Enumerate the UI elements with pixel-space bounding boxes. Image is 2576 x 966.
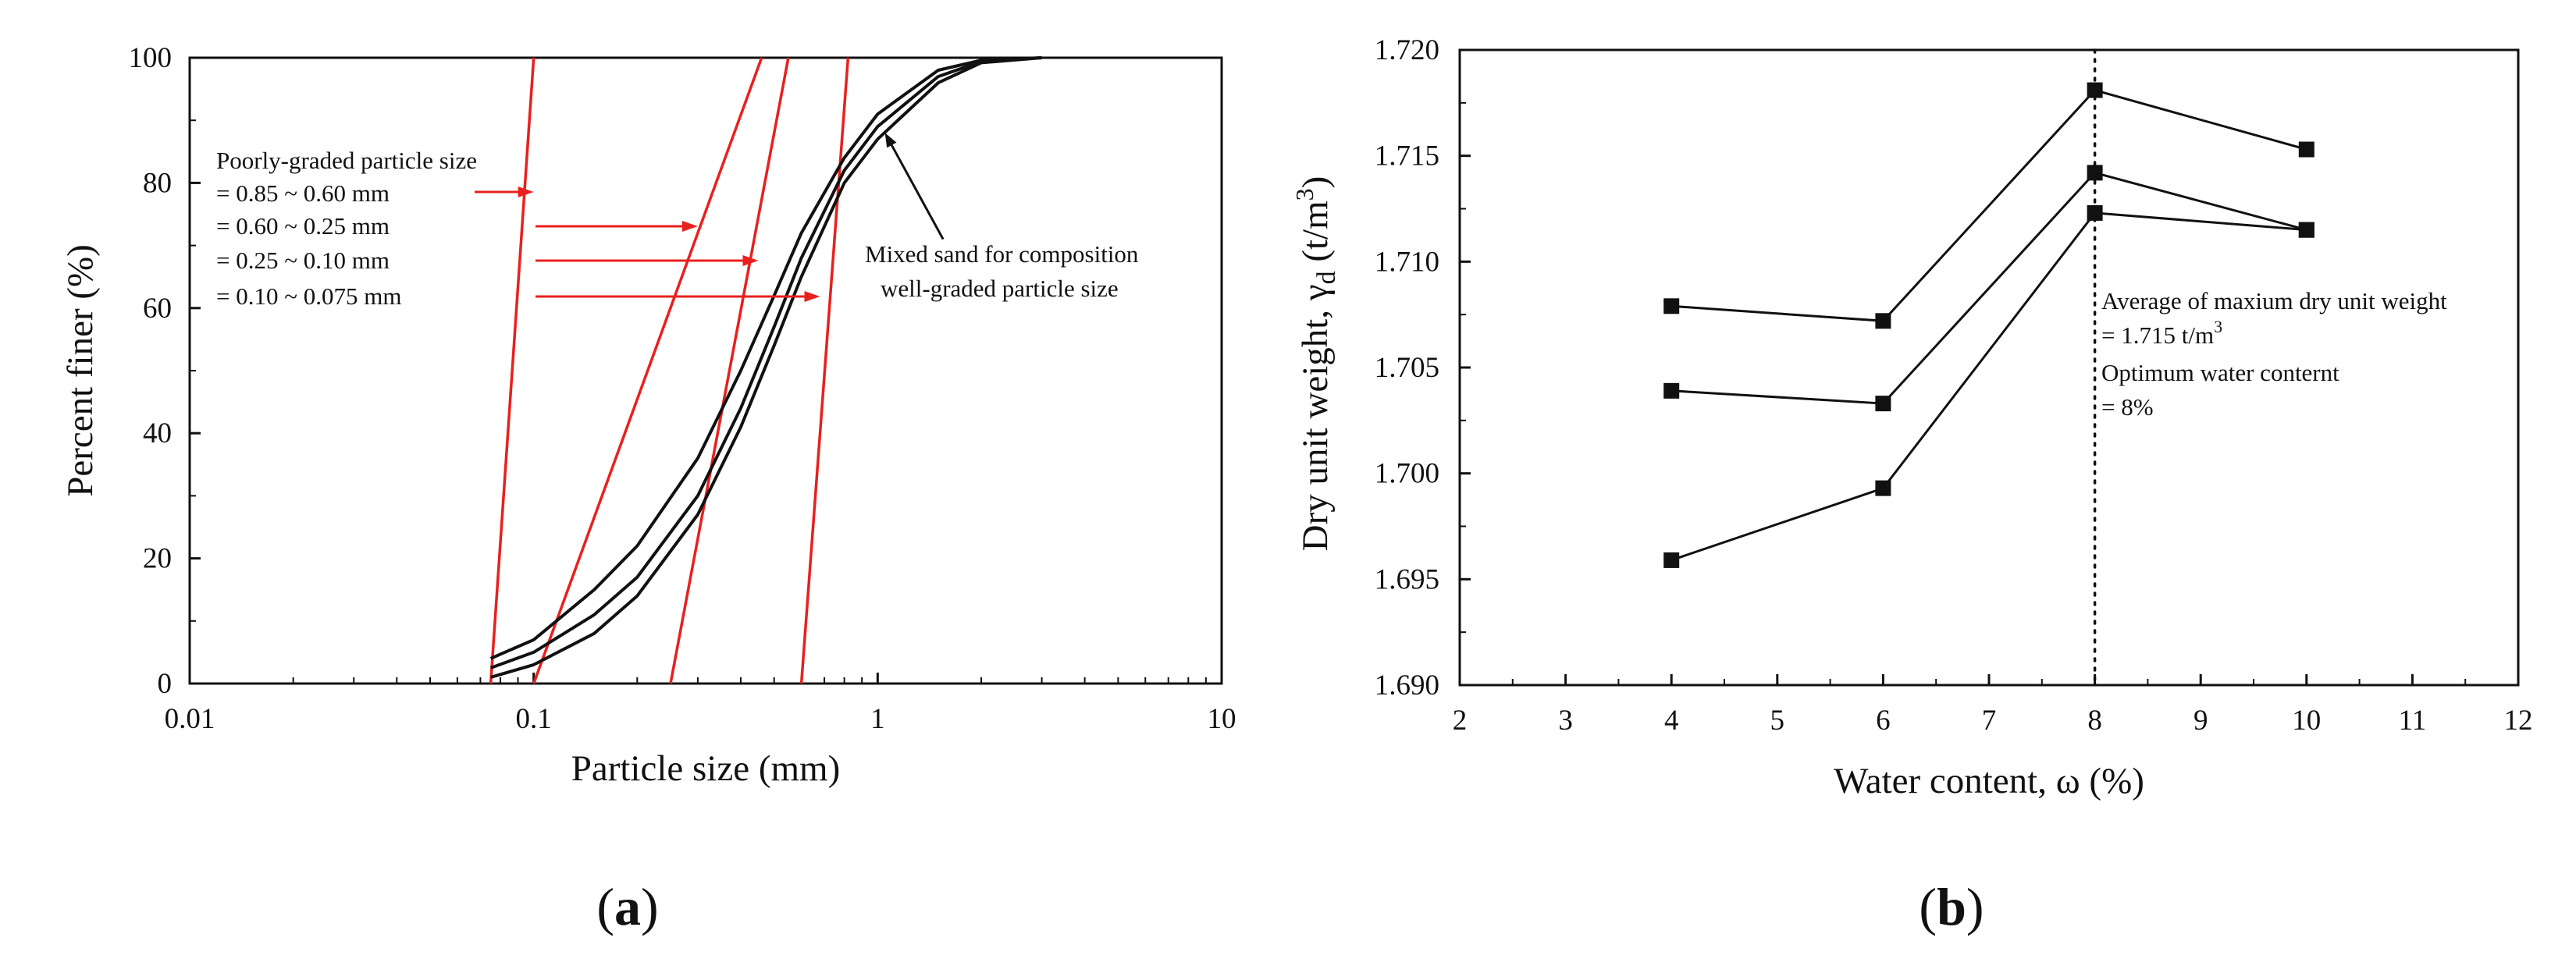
panel-a-mixed-sand-label: Mixed sand for composition bbox=[865, 240, 1139, 268]
panel-b-series bbox=[1663, 82, 2314, 568]
panel-a-axis-ticks bbox=[188, 56, 1223, 685]
panel-b-series-line bbox=[1670, 211, 2307, 562]
panel-a-poorly-graded-lines bbox=[489, 57, 850, 684]
panel-a-poorly-graded-line bbox=[669, 57, 790, 684]
panel-b-series-line bbox=[1671, 171, 2307, 405]
panel-b-plot-frame bbox=[1458, 48, 2520, 687]
panel-b-y-axis-label-sub: d bbox=[1312, 271, 1341, 284]
panel-b-x-tick-label: 8 bbox=[2087, 705, 2102, 737]
panel-b-annotation-line: Optimum water conternt bbox=[2101, 359, 2339, 386]
panel-a-red-arrowhead bbox=[681, 221, 698, 232]
panel-a-x-tick-label: 0.1 bbox=[516, 703, 552, 735]
panel-a-red-arrowhead bbox=[518, 186, 534, 197]
panel-b-x-tick-label: 9 bbox=[2194, 705, 2208, 737]
panel-a-label: (a) bbox=[596, 877, 658, 936]
panel-a-y-axis-label: Percent finer (%) bbox=[60, 244, 101, 497]
panel-a-mixed-sand-arrowhead bbox=[884, 133, 897, 148]
panel-b-series-line bbox=[1671, 88, 2307, 322]
panel-b-annotation-line: Average of maxium dry unit weight bbox=[2101, 287, 2447, 314]
panel-a-range-label: = 0.10 ~ 0.075 mm bbox=[216, 282, 401, 310]
panel-a-mixed-sand-curve bbox=[489, 56, 1042, 669]
panel-a-poorly-graded-line bbox=[532, 57, 763, 684]
panel-a-poorly-graded-line bbox=[489, 57, 535, 684]
panel-b-x-tick-label: 6 bbox=[1876, 705, 1891, 737]
panel-a-y-tick-label: 60 bbox=[143, 293, 172, 325]
panel-b-data-marker bbox=[1663, 552, 1680, 568]
panel-a-range-label: = 0.60 ~ 0.25 mm bbox=[216, 212, 390, 240]
panel-b-data-marker bbox=[2087, 165, 2103, 181]
panel-a-chart: 0.01 0.1 1 10 0 20 40 60 80 100 Particle… bbox=[60, 42, 1236, 936]
panel-b-y-tick-label: 1.705 bbox=[1375, 352, 1439, 384]
panel-b-axis-ticks bbox=[1458, 48, 2520, 687]
panel-b-data-marker bbox=[1663, 298, 1680, 314]
panel-a-poorly-graded-title: Poorly-graded particle size bbox=[216, 147, 477, 174]
panel-a-mixed-sand-curve bbox=[490, 56, 1042, 679]
panel-b-x-tick-label: 5 bbox=[1770, 705, 1785, 737]
panel-b-x-tick-label: 10 bbox=[2292, 705, 2321, 737]
panel-b-data-marker bbox=[2087, 82, 2103, 98]
panel-a-range-label: = 0.85 ~ 0.60 mm bbox=[216, 179, 390, 207]
panel-b-chart: 2 3 4 5 6 7 8 9 10 11 12 1.690 1.695 1.7… bbox=[1290, 34, 2533, 936]
panel-b-y-axis-label-sup: 3 bbox=[1290, 188, 1318, 201]
panel-a-arrows bbox=[475, 133, 945, 302]
panel-b-x-tick-label: 2 bbox=[1453, 705, 1468, 737]
panel-a-mixed-sand-arrow-line bbox=[890, 144, 945, 240]
panel-b-y-tick-label: 1.695 bbox=[1375, 563, 1439, 595]
panel-b-annotation-sup: 3 bbox=[2214, 317, 2222, 336]
panel-b-annotation-line: = 1.715 t/m3 bbox=[2101, 317, 2222, 349]
panel-b-data-marker bbox=[2298, 141, 2314, 158]
panel-b-x-tick-label: 12 bbox=[2504, 705, 2533, 737]
panel-b-x-tick-label: 4 bbox=[1664, 705, 1679, 737]
panel-b-x-axis-label: Water content, ω (%) bbox=[1834, 761, 2144, 801]
panel-b-y-tick-label: 1.715 bbox=[1375, 140, 1439, 172]
panel-b-y-axis-label-unit: (t/m bbox=[1295, 201, 1336, 261]
panel-b-label-letter: b bbox=[1937, 877, 1966, 936]
panel-a-x-axis-label: Particle size (mm) bbox=[571, 748, 841, 789]
panel-b-annotation-line: = 8% bbox=[2101, 393, 2154, 421]
panel-b-y-axis-label-main: Dry unit weight, γ bbox=[1295, 284, 1336, 551]
panel-b-y-tick-label: 1.700 bbox=[1375, 458, 1439, 490]
panel-a-y-tick-label: 40 bbox=[143, 417, 172, 449]
panel-a-x-tick-label: 1 bbox=[870, 703, 885, 735]
panel-a-y-tick-label: 100 bbox=[129, 42, 173, 74]
panel-a-range-label: = 0.25 ~ 0.10 mm bbox=[216, 247, 390, 274]
panel-b-x-tick-label: 7 bbox=[1982, 705, 1997, 737]
panel-b-annotation-value: = 1.715 t/m bbox=[2101, 321, 2214, 349]
panel-a-y-tick-label: 0 bbox=[158, 668, 173, 700]
panel-b-data-marker bbox=[1663, 382, 1680, 399]
panel-a-mixed-sand-label: well-graded particle size bbox=[881, 275, 1119, 302]
panel-b-data-marker bbox=[1875, 480, 1891, 496]
panel-a-x-tick-label: 10 bbox=[1208, 703, 1236, 735]
panel-b-label: (b) bbox=[1919, 877, 1984, 936]
panel-b-y-tick-label: 1.690 bbox=[1375, 669, 1439, 701]
panel-b-data-marker bbox=[2087, 204, 2103, 221]
panel-a-x-tick-label: 0.01 bbox=[165, 703, 215, 735]
panel-a-y-tick-label: 20 bbox=[143, 543, 172, 575]
panel-b-data-marker bbox=[1875, 313, 1891, 329]
panel-b-y-axis-label: Dry unit weight, γd (t/m3) bbox=[1290, 176, 1341, 552]
panel-b-y-tick-label: 1.720 bbox=[1375, 34, 1439, 66]
panel-b-data-marker bbox=[2298, 222, 2314, 238]
panel-b-y-axis-label-close: ) bbox=[1295, 176, 1336, 189]
panel-b-x-tick-label: 3 bbox=[1558, 705, 1573, 737]
panel-a-mixed-sand-curve bbox=[489, 56, 1042, 660]
panel-a-y-tick-label: 80 bbox=[143, 167, 172, 199]
panel-a-mixed-sand-curves bbox=[489, 56, 1042, 679]
panel-b-data-marker bbox=[1875, 396, 1891, 412]
panel-a-red-arrowhead bbox=[742, 255, 759, 266]
panel-a-red-arrowhead bbox=[804, 291, 820, 302]
panel-b-y-tick-label: 1.710 bbox=[1375, 246, 1439, 278]
panel-b-x-tick-label: 11 bbox=[2399, 705, 2427, 737]
panel-a-label-letter: a bbox=[614, 877, 641, 936]
panel-a-poorly-graded-line bbox=[799, 57, 850, 684]
